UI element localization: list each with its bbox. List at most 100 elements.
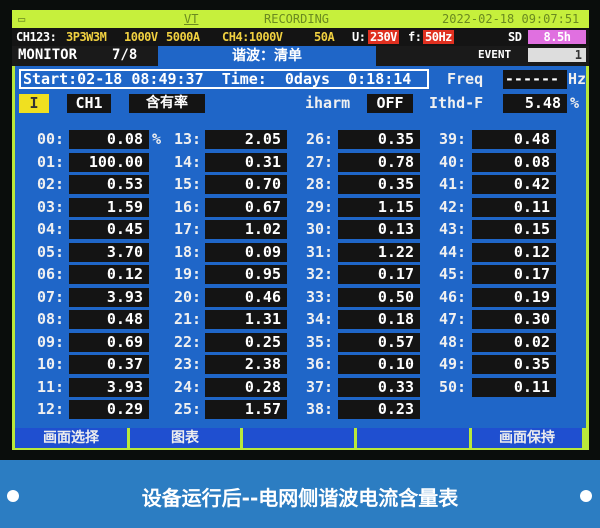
harmonic-value: 0.67 (205, 197, 287, 217)
harmonic-value: 0.10 (338, 355, 420, 374)
harmonic-value: 0.31 (205, 152, 287, 172)
harmonic-value: 0.11 (472, 377, 556, 397)
event-label: EVENT (478, 48, 512, 61)
harmonic-value: 0.18 (338, 310, 420, 329)
event-value: 1 (528, 48, 586, 62)
harmonic-value: 0.29 (69, 400, 149, 419)
harmonic-value: 1.22 (338, 242, 420, 262)
harmonic-order: 17: (174, 220, 202, 238)
harmonic-order: 22: (174, 332, 202, 351)
harmonic-value: 0.28 (205, 377, 287, 397)
config-row: CH123: 3P3W3M 1000V 5000A CH4:1000V 50A … (12, 28, 589, 46)
ch123-label: CH123: (16, 30, 57, 44)
harmonic-order: 42: (439, 197, 467, 216)
page-title: 谐波：清单 (158, 46, 376, 68)
screen-select-button[interactable]: 画面选择 (15, 428, 127, 448)
u-value: 230V (368, 30, 399, 44)
harmonic-value: 0.12 (472, 242, 556, 262)
harmonic-order: 10: (37, 355, 65, 373)
harmonic-order: 04: (37, 220, 65, 238)
harmonic-value: 0.48 (472, 130, 556, 149)
harmonic-value: 1.57 (205, 400, 287, 419)
harmonic-order: 12: (37, 400, 65, 418)
harmonic-value: 0.78 (338, 152, 420, 172)
datetime: 2022-02-18 09:07:51 (442, 12, 580, 26)
harmonic-order: 38: (306, 400, 334, 418)
harmonic-order: 09: (37, 332, 65, 351)
harmonic-value: 3.93 (69, 287, 149, 307)
harmonic-value: 0.48 (69, 310, 149, 329)
chart-button[interactable]: 图表 (130, 428, 240, 448)
caption-banner: 设备运行后--电网侧谐波电流含量表 (0, 460, 600, 528)
harmonic-order: 16: (174, 197, 202, 216)
harmonic-value: 0.02 (472, 332, 556, 352)
freq-label: Freq (447, 70, 484, 88)
mode-button[interactable]: I (19, 94, 49, 113)
harmonic-value: 0.12 (69, 265, 149, 284)
harmonic-value: 1.59 (69, 197, 149, 217)
harmonic-order: 26: (306, 130, 334, 148)
harmonic-order: 39: (439, 130, 467, 148)
voltage-range: 1000V (124, 30, 158, 44)
harmonic-order: 01: (37, 152, 65, 171)
harmonic-order: 32: (306, 265, 334, 283)
harmonic-order: 23: (174, 355, 202, 373)
iharm-button[interactable]: OFF (367, 94, 413, 113)
sd-value: 8.5h (528, 30, 586, 44)
harmonic-value: 0.35 (338, 130, 420, 149)
harmonic-value: 0.50 (338, 287, 420, 307)
freq-unit: Hz (568, 70, 587, 88)
harmonic-order: 33: (306, 287, 334, 306)
harmonic-value: 0.42 (472, 175, 556, 194)
type-button[interactable]: 含有率 (129, 94, 205, 113)
harmonic-value: 1.02 (205, 220, 287, 239)
harmonic-value: 2.05 (205, 130, 287, 149)
harmonic-order: 31: (306, 242, 334, 261)
function-button-3[interactable] (243, 428, 354, 448)
harmonic-value: 0.35 (472, 355, 556, 374)
harmonic-order: 24: (174, 377, 202, 396)
current-range: 5000A (166, 30, 200, 44)
f-label: f: (408, 30, 422, 44)
harmonic-order: 46: (439, 287, 467, 306)
thd-label: Ithd-F (429, 94, 484, 112)
harmonic-order: 47: (439, 310, 467, 328)
ch4-current: 50A (314, 30, 335, 44)
harmonic-value: 0.30 (472, 310, 556, 329)
harmonic-value: 0.23 (338, 400, 420, 419)
harmonic-order: 40: (439, 152, 467, 171)
harmonic-value: 0.37 (69, 355, 149, 374)
harmonic-order: 00: (37, 130, 65, 148)
vt-indicator: VT (184, 12, 199, 26)
ch4-range: CH4:1000V (222, 30, 283, 44)
harmonic-value: 0.15 (472, 220, 556, 239)
harmonic-value: 1.31 (205, 310, 287, 329)
header-row: MONITOR 7/8 谐波：清单 EVENT 1 (12, 46, 589, 68)
harmonic-order: 05: (37, 242, 65, 261)
function-button-4[interactable] (357, 428, 469, 448)
iharm-label: iharm (305, 94, 351, 112)
harmonic-value: 3.70 (69, 242, 149, 262)
harmonic-value: 0.45 (69, 220, 149, 239)
harmonic-order: 50: (439, 377, 467, 396)
monitor-label: MONITOR (18, 47, 78, 63)
harmonic-value: 0.08 (69, 130, 149, 149)
harmonic-order: 06: (37, 265, 65, 283)
thd-unit: % (570, 94, 580, 112)
harmonic-order: 21: (174, 310, 202, 328)
bullet-icon (580, 490, 592, 502)
screen-hold-button[interactable]: 画面保持 (472, 428, 582, 448)
status-bar: ▭ VT RECORDING 2022-02-18 09:07:51 (12, 10, 589, 28)
harmonic-order: 18: (174, 242, 202, 261)
thd-value: 5.48 (503, 94, 567, 113)
harmonic-order: 34: (306, 310, 334, 328)
harmonic-order: 15: (174, 175, 202, 193)
harmonic-order: 45: (439, 265, 467, 283)
harmonic-value: 0.57 (338, 332, 420, 352)
harmonic-order: 28: (306, 175, 334, 193)
harmonic-value: 0.17 (472, 265, 556, 284)
harmonic-value: 0.17 (338, 265, 420, 284)
harmonic-value: 1.15 (338, 197, 420, 217)
harmonic-value: 0.69 (69, 332, 149, 352)
channel-button[interactable]: CH1 (67, 94, 111, 113)
